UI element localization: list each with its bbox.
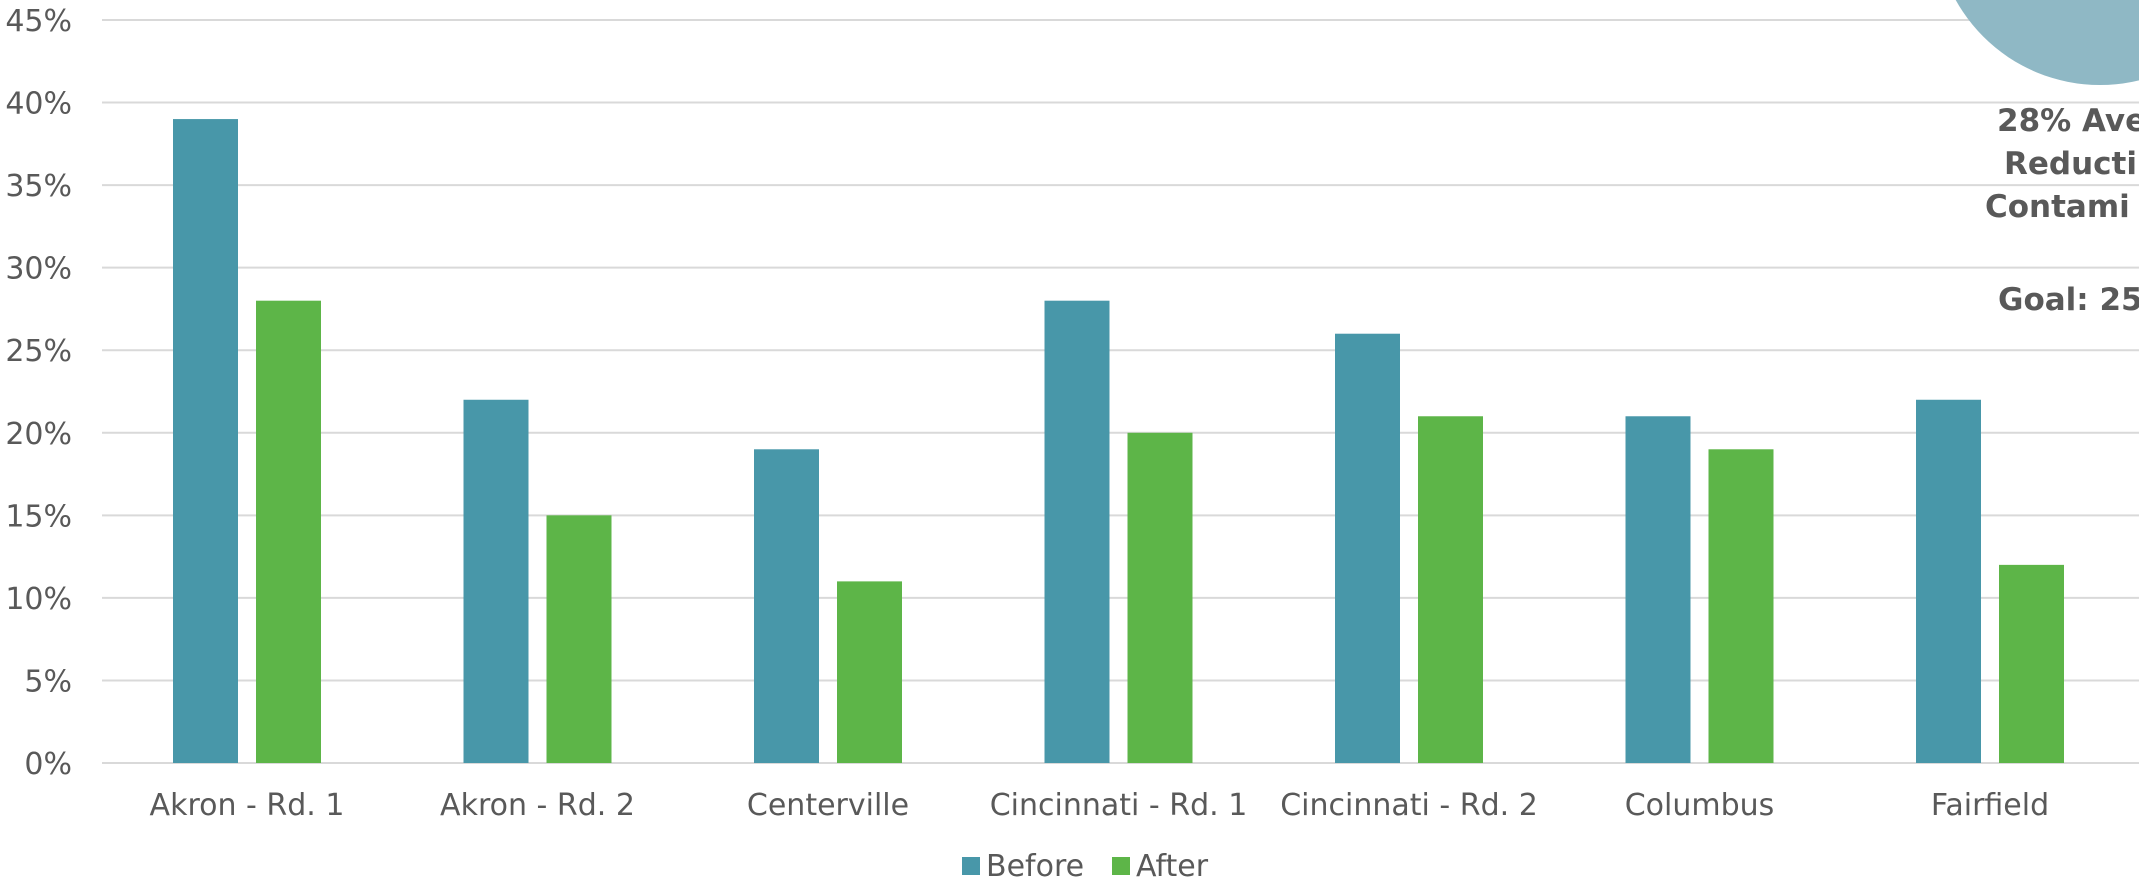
legend-swatch-after [1112, 857, 1130, 875]
x-tick-label: Fairfield [1931, 788, 2049, 823]
bar-after [1127, 432, 1193, 763]
bar-after [546, 515, 612, 763]
bar-before [1625, 416, 1691, 763]
y-tick-label: 20% [5, 417, 72, 452]
x-tick-label: Akron - Rd. 2 [440, 788, 635, 823]
legend-label-after: After [1136, 849, 1209, 883]
y-tick-label: 5% [24, 664, 72, 699]
bar-after [837, 581, 902, 763]
y-tick-label: 35% [5, 169, 72, 204]
callout: 28% Ave Reducti Contami Goal: 25 [1955, 0, 2139, 318]
callout-line-3: Contami [1985, 189, 2130, 225]
y-axis: 0% 5% 10% 15% 20% 25% 30% 35% 40% 45% [5, 4, 72, 782]
callout-line-1: 28% Ave [1997, 103, 2139, 139]
bar-before [754, 449, 819, 763]
y-tick-label: 10% [5, 582, 72, 617]
y-tick-label: 15% [5, 499, 72, 534]
legend-label-before: Before [986, 849, 1084, 883]
gridlines [102, 19, 2139, 764]
legend-swatch-before [962, 857, 980, 875]
x-tick-label: Columbus [1625, 788, 1775, 823]
y-tick-label: 30% [5, 252, 72, 287]
callout-circle [1955, 0, 2139, 85]
x-tick-label: Centerville [747, 788, 909, 823]
legend: Before After [962, 849, 1209, 883]
bar-before [1916, 399, 1981, 763]
y-tick-label: 25% [5, 334, 72, 369]
callout-goal: Goal: 25 [1998, 282, 2139, 318]
y-tick-label: 40% [5, 87, 72, 122]
x-axis: Akron - Rd. 1 Akron - Rd. 2 Centerville Cin… [150, 788, 2050, 823]
bars [173, 119, 2064, 764]
bar-before [463, 399, 529, 763]
callout-line-2: Reducti [2004, 146, 2137, 182]
y-tick-label: 45% [5, 4, 72, 39]
x-tick-label: Cincinnati - Rd. 1 [990, 788, 1248, 823]
bar-after [1708, 449, 1774, 763]
bar-before [173, 119, 238, 764]
y-tick-label: 0% [24, 747, 72, 782]
bar-after [256, 300, 321, 763]
x-tick-label: Cincinnati - Rd. 2 [1280, 788, 1538, 823]
bar-after [1418, 416, 1483, 763]
bar-before [1044, 300, 1110, 763]
bar-before [1335, 333, 1400, 763]
x-tick-label: Akron - Rd. 1 [150, 788, 345, 823]
bar-after [1999, 564, 2064, 763]
